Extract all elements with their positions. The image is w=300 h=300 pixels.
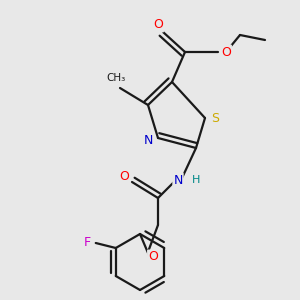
Text: N: N: [143, 134, 153, 146]
Text: O: O: [148, 250, 158, 263]
Text: F: F: [84, 236, 91, 250]
Text: N: N: [173, 173, 183, 187]
Text: H: H: [192, 175, 200, 185]
Text: S: S: [211, 112, 219, 124]
Text: O: O: [153, 19, 163, 32]
Text: CH₃: CH₃: [106, 73, 126, 83]
Text: O: O: [119, 170, 129, 184]
Text: O: O: [221, 46, 231, 59]
